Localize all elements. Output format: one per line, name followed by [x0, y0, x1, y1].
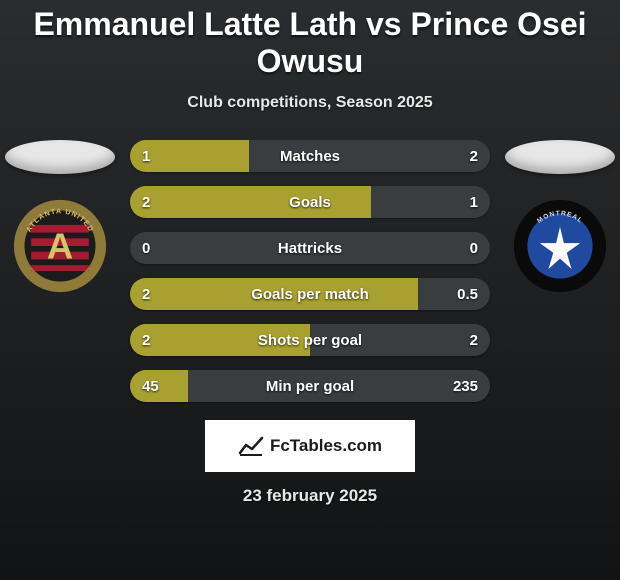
stat-bar-right-fill — [130, 232, 490, 264]
brand-text: FcTables.com — [270, 436, 382, 456]
cf-montreal-badge-icon: MONTREAL — [512, 198, 608, 294]
stat-bars: 12Matches 21Goals 00Hattricks 20.5Goals per… — [130, 140, 490, 402]
right-player-column: MONTREAL — [500, 140, 620, 294]
atlanta-united-badge-icon: A ATLANTA UNITED — [12, 198, 108, 294]
stat-row: 12Matches — [130, 140, 490, 172]
stat-bar-right-fill — [188, 370, 490, 402]
stat-row: 00Hattricks — [130, 232, 490, 264]
stat-row: 20.5Goals per match — [130, 278, 490, 310]
stat-bar-left-fill — [130, 140, 249, 172]
left-player-column: A ATLANTA UNITED — [0, 140, 120, 294]
fctables-logo-icon — [238, 435, 264, 457]
content-area: A ATLANTA UNITED MONTREAL — [0, 140, 620, 402]
stat-row: 21Goals — [130, 186, 490, 218]
right-player-photo-placeholder — [505, 140, 615, 174]
stat-bar-left-fill — [130, 186, 371, 218]
stat-bar-right-fill — [310, 324, 490, 356]
date-text: 23 february 2025 — [0, 486, 620, 506]
subtitle: Club competitions, Season 2025 — [0, 94, 620, 112]
left-club-badge: A ATLANTA UNITED — [12, 198, 108, 294]
stat-bar-right-fill — [249, 140, 490, 172]
svg-text:A: A — [47, 225, 73, 266]
brand-badge: FcTables.com — [205, 420, 415, 472]
stat-bar-left-fill — [130, 278, 418, 310]
right-club-badge: MONTREAL — [512, 198, 608, 294]
comparison-card: Emmanuel Latte Lath vs Prince Osei Owusu… — [0, 0, 620, 580]
left-player-photo-placeholder — [5, 140, 115, 174]
stat-bar-right-fill — [418, 278, 490, 310]
stat-bar-left-fill — [130, 324, 310, 356]
stat-bar-left-fill — [130, 370, 188, 402]
stat-bar-right-fill — [371, 186, 490, 218]
stat-row: 45235Min per goal — [130, 370, 490, 402]
stat-row: 22Shots per goal — [130, 324, 490, 356]
page-title: Emmanuel Latte Lath vs Prince Osei Owusu — [0, 0, 620, 80]
